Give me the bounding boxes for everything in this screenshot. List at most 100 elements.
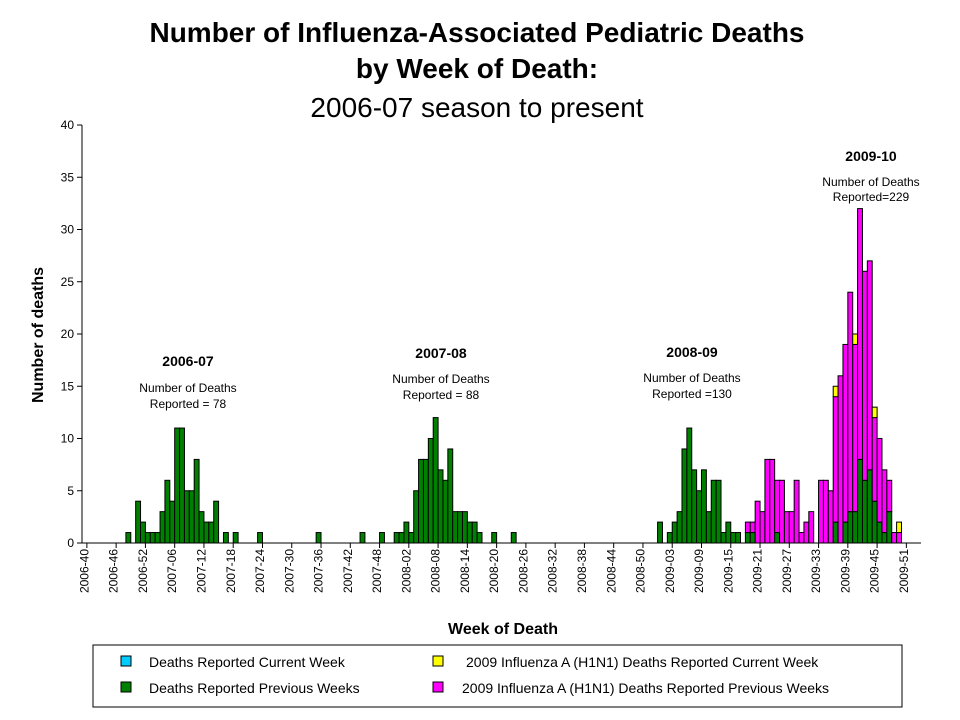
bar-2009-22-2 (759, 511, 766, 544)
bar-2009-04-0 (671, 521, 678, 544)
chart-title-line2: by Week of Death: (356, 53, 598, 84)
bar-2009-15-0 (725, 521, 732, 544)
x-tick-label: 2007-42 (341, 549, 355, 593)
x-tick-label: 2006-40 (77, 549, 91, 593)
axes: 0 5 10 15 20 25 30 35 40 2006-40 2006-46 2006-52 200… (61, 118, 921, 593)
legend-label: Deaths Reported Previous Weeks (149, 680, 360, 696)
bar-2009-50-3 (896, 521, 902, 534)
annotation-season: 2009-10 (845, 148, 897, 164)
bar-2009-19-0 (744, 532, 751, 544)
x-tick-label: 2007-30 (282, 549, 296, 593)
bar-2008-15-0 (466, 521, 473, 544)
bar-2009-24-2 (769, 458, 776, 544)
bar-2008-02-0 (403, 521, 410, 544)
bar-2007-02-0 (149, 532, 156, 544)
bar-2009-34-2 (818, 479, 824, 544)
bar-2009-14-0 (720, 532, 727, 544)
bar-2009-35-2 (822, 479, 829, 544)
x-tick-label: 2008-44 (604, 549, 618, 593)
bar-2009-40-0 (847, 511, 854, 544)
legend-swatch-h1n1-previous-weeks (432, 681, 444, 693)
annotation-2008-09: 2008-09 Number of Deaths Reported =130 (643, 344, 740, 401)
bar-2009-43-0 (861, 479, 868, 544)
bar-2009-06-0 (681, 448, 688, 544)
bar-2008-20-0 (491, 532, 498, 544)
annotation-season: 2006-07 (162, 353, 214, 369)
bar-2008-03-0 (408, 532, 415, 544)
x-tick-label: 2008-08 (429, 549, 443, 593)
x-tick-label: 2006-52 (136, 549, 150, 593)
bar-2009-03-0 (666, 532, 673, 544)
y-tick-label: 5 (67, 484, 74, 498)
bar-2009-39-0 (842, 521, 849, 544)
bar-2008-01-0 (398, 532, 405, 544)
bar-2009-47-0 (881, 532, 888, 544)
bar-2008-24-0 (510, 532, 517, 544)
bar-2008-12-0 (452, 511, 459, 544)
bar-2009-44-2 (866, 260, 873, 471)
x-tick-label: 2008-14 (458, 549, 472, 593)
annotation-2009-10: 2009-10 Number of Deaths Reported=229 (822, 148, 919, 204)
bar-2007-01-0 (144, 532, 151, 544)
bar-2007-03-0 (154, 532, 161, 544)
chart-title-line3: 2006-07 season to present (310, 92, 643, 123)
x-tick-label: 2009-51 (897, 549, 911, 593)
bar-2009-20-0 (749, 532, 756, 544)
bar-2007-12-0 (198, 511, 205, 544)
annotation-line2: Reported=229 (833, 190, 910, 204)
annotation-line2: Reported = 78 (150, 397, 227, 411)
annotation-2006-07: 2006-07 Number of Deaths Reported = 78 (139, 353, 236, 411)
bar-2009-46-0 (876, 521, 883, 544)
bar-2009-39-2 (842, 343, 849, 523)
legend-label: Deaths Reported Current Week (149, 654, 346, 670)
x-tick-label: 2009-09 (692, 549, 706, 593)
bar-2009-28-2 (788, 511, 795, 544)
x-tick-label: 2007-06 (165, 549, 179, 593)
bar-2009-23-2 (764, 458, 771, 544)
x-tick-label: 2007-36 (312, 549, 326, 593)
x-tick-label: 2009-33 (809, 549, 823, 593)
y-tick-label: 10 (61, 432, 75, 446)
bar-2009-42-0 (857, 458, 863, 544)
bar-2009-12-0 (710, 479, 717, 544)
bar-2009-01-0 (657, 521, 663, 544)
bar-2006-51-0 (135, 500, 142, 544)
x-tick-label: 2008-38 (575, 549, 589, 593)
legend-label: 2009 Influenza A (H1N1) Deaths Reported … (466, 654, 819, 670)
x-tick-label: 2006-46 (107, 549, 121, 593)
bar-2008-09-0 (437, 469, 444, 544)
bar-2009-17-0 (735, 532, 742, 544)
x-axis-label: Week of Death (448, 621, 558, 638)
bar-2009-29-2 (793, 479, 800, 544)
annotation-season: 2008-09 (666, 344, 718, 360)
bar-2007-04-0 (159, 511, 166, 544)
bar-2009-16-0 (730, 532, 737, 544)
x-tick-label: 2008-20 (487, 549, 501, 593)
bar-2007-13-0 (203, 521, 210, 544)
y-tick-label: 0 (67, 536, 74, 550)
bar-2007-10-0 (188, 490, 195, 544)
annotation-2007-08: 2007-08 Number of Deaths Reported = 88 (392, 345, 489, 402)
bar-2007-52-0 (393, 532, 400, 544)
bar-2008-10-0 (442, 479, 449, 544)
bar-2007-09-0 (183, 490, 190, 544)
bar-2009-45-3 (871, 406, 878, 419)
bar-2009-43-2 (861, 270, 868, 481)
bar-2009-36-2 (827, 490, 834, 544)
x-tick-label: 2009-03 (663, 549, 677, 593)
bar-2008-07-0 (427, 438, 434, 544)
annotation-season: 2007-08 (415, 345, 467, 361)
bar-2009-48-0 (886, 511, 893, 544)
legend-swatch-current-week (120, 655, 132, 667)
bar-2008-08-0 (432, 417, 439, 544)
bar-2009-21-2 (754, 500, 761, 544)
bar-2009-41-2 (852, 343, 859, 513)
bar-2009-41-0 (852, 511, 859, 544)
x-tick-label: 2009-27 (780, 549, 794, 593)
bar-2009-37-0 (832, 521, 839, 544)
bar-2009-05-0 (676, 511, 683, 544)
annotation-line1: Number of Deaths (139, 381, 236, 395)
bar-2008-05-0 (418, 458, 424, 544)
x-tick-label: 2008-50 (634, 549, 648, 593)
bar-2008-11-0 (447, 448, 454, 544)
